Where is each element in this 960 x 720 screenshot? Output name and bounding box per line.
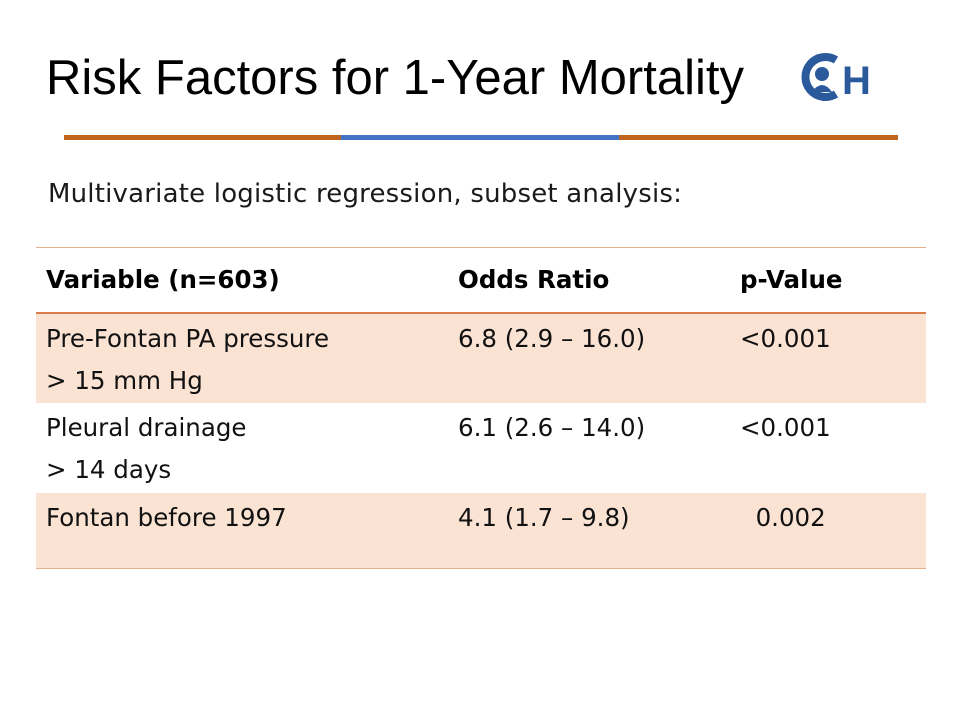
slide-subtitle: Multivariate logistic regression, subset…: [48, 179, 683, 209]
logo-letter: H: [842, 59, 871, 103]
table-header-row: Variable (n=603) Odds Ratio p-Value: [36, 247, 926, 314]
variable-line-2: > 15 mm Hg: [46, 365, 203, 395]
chop-logo-icon: H: [801, 53, 871, 103]
variable-line-2: > 14 days: [46, 454, 172, 484]
table-row: Pre-Fontan PA pressure > 15 mm Hg 6.8 (2.…: [36, 312, 926, 403]
cell-odds-ratio: 4.1 (1.7 – 9.8): [448, 492, 730, 569]
divider-middle-segment: [341, 135, 619, 140]
header-odds-ratio: Odds Ratio: [448, 247, 730, 314]
cell-p-value: <0.001: [740, 412, 831, 442]
regression-table: Variable (n=603) Odds Ratio p-Value Pre-…: [36, 247, 926, 569]
header-p-value: p-Value: [730, 247, 926, 314]
logo-head: [815, 67, 829, 81]
logo-body: [812, 85, 832, 92]
table-row: Pleural drainage > 14 days 6.1 (2.6 – 14.…: [36, 402, 926, 493]
cell-variable: Pre-Fontan PA pressure > 15 mm Hg: [36, 313, 448, 403]
divider-right-segment: [619, 135, 898, 140]
cell-variable: Fontan before 1997: [36, 492, 448, 569]
logo-c-shape: [801, 53, 839, 101]
variable-line-1: Fontan before 1997: [46, 502, 287, 532]
table-row: Fontan before 1997 4.1 (1.7 – 9.8) 0.002: [36, 492, 926, 569]
slide-title: Risk Factors for 1-Year Mortality: [46, 51, 744, 105]
cell-p-value: <0.001: [740, 323, 831, 353]
variable-line-1: Pleural drainage: [46, 412, 247, 442]
cell-variable: Pleural drainage > 14 days: [36, 403, 448, 493]
cell-odds-ratio: 6.1 (2.6 – 14.0): [458, 412, 646, 442]
cell-p-value: 0.002: [730, 492, 926, 569]
cell-odds-ratio: 6.8 (2.9 – 16.0): [458, 323, 646, 353]
variable-line-1: Pre-Fontan PA pressure: [46, 323, 330, 353]
header-variable: Variable (n=603): [36, 247, 448, 314]
title-divider: [64, 135, 898, 140]
divider-left-segment: [64, 135, 341, 140]
